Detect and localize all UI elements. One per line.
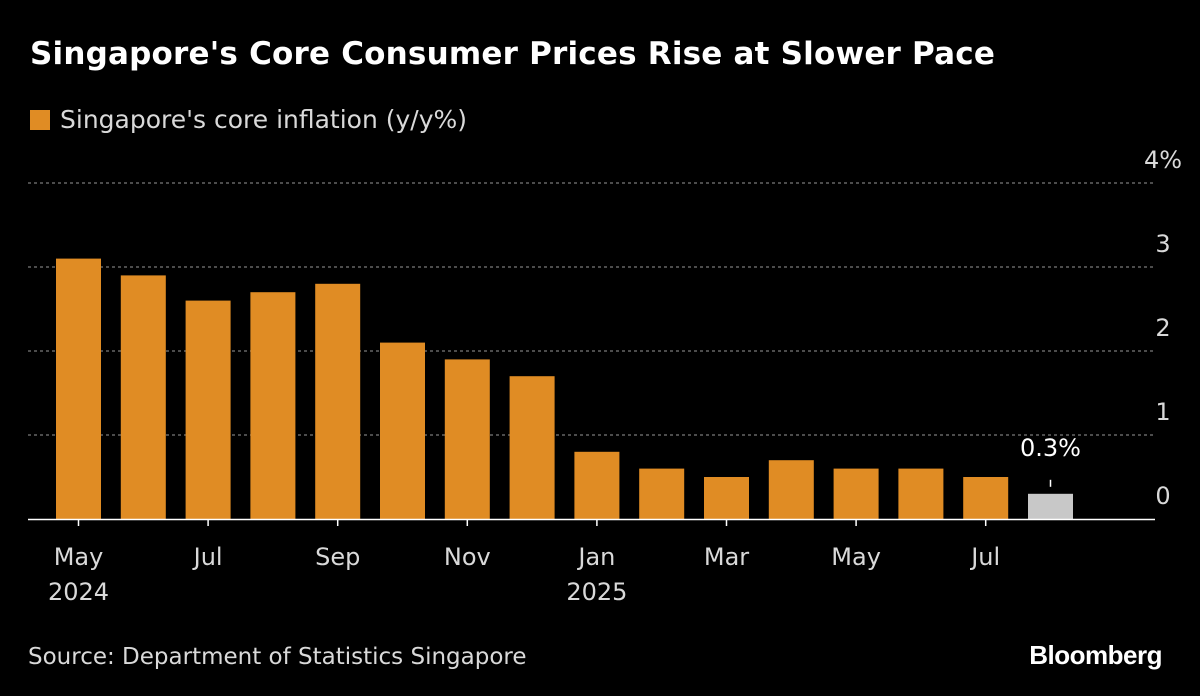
x-tick-label: Jul (969, 543, 1000, 571)
bloomberg-logo: Bloomberg (1029, 640, 1162, 670)
y-tick-label: 3 (1155, 230, 1170, 258)
bar (768, 460, 814, 519)
annotation-label: 0.3% (1020, 434, 1081, 462)
x-tick-label: Sep (315, 543, 360, 571)
x-tick-sublabel: 2025 (566, 578, 627, 606)
bar (898, 468, 944, 519)
y-tick-label: 0 (1155, 482, 1170, 510)
x-tick-label: May (831, 543, 881, 571)
bar (639, 468, 685, 519)
bar (120, 275, 166, 519)
x-tick-label: May (54, 543, 104, 571)
x-tick-label: Jul (192, 543, 223, 571)
source-note: Source: Department of Statistics Singapo… (28, 644, 527, 670)
chart-title: Singapore's Core Consumer Prices Rise at… (30, 36, 996, 72)
bar (833, 468, 879, 519)
bar (1028, 493, 1073, 519)
y-tick-label: 1 (1155, 398, 1170, 426)
y-tick-label: 2 (1155, 314, 1170, 342)
x-tick-label: Nov (444, 543, 491, 571)
x-tick-label: Jan (576, 543, 615, 571)
bar (963, 477, 1009, 519)
bar (56, 258, 101, 519)
legend: Singapore's core inflation (y/y%) (30, 105, 467, 134)
bar (509, 376, 555, 519)
legend-swatch (30, 109, 50, 130)
bar (315, 283, 361, 519)
bar (380, 342, 425, 519)
bar (185, 300, 231, 519)
x-tick-sublabel: 2024 (48, 578, 109, 606)
bar (574, 451, 620, 519)
bar (704, 477, 749, 519)
legend-label: Singapore's core inflation (y/y%) (60, 105, 468, 134)
y-tick-label: 4% (1144, 146, 1182, 174)
bar (250, 292, 296, 519)
x-tick-label: Mar (704, 543, 749, 571)
bar (444, 359, 490, 519)
